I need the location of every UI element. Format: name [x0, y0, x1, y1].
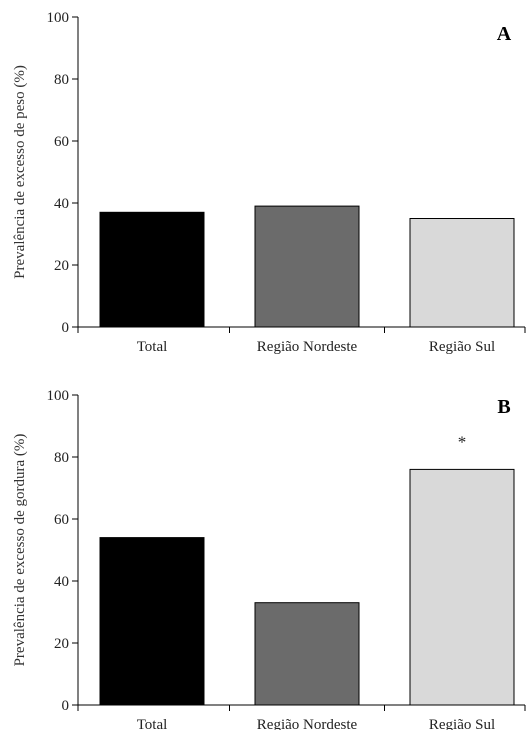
y-tick-label: 60	[54, 134, 69, 150]
y-axis-label: Prevalência de excesso de gordura (%)	[12, 434, 28, 667]
panel-letter: B	[497, 396, 510, 418]
bar-regi-o-nordeste	[254, 602, 360, 706]
bar-total	[99, 537, 205, 706]
chart-panel-a: 0 20 40 60 80 100 Total Região Nordeste Região S…	[12, 10, 526, 355]
y-tick-label: 100	[47, 10, 70, 26]
x-tick-label: Total	[137, 717, 168, 730]
y-tick-label: 80	[54, 72, 69, 88]
x-tick-label: Região Sul	[429, 339, 495, 355]
y-tick-label: 100	[47, 388, 70, 404]
bar-regi-o-nordeste	[254, 205, 360, 328]
bar-regi-o-sul	[409, 468, 515, 706]
chart-panel-b: 0 20 40 60 80 100 Total Região Nordeste Região S…	[12, 388, 526, 730]
bar-total	[99, 211, 205, 328]
y-tick-label: 20	[54, 258, 69, 274]
significance-annotation: *	[458, 432, 467, 451]
y-axis-label: Prevalência de excesso de peso (%)	[12, 65, 28, 279]
x-tick-label: Região Nordeste	[257, 717, 358, 730]
y-tick-label: 20	[54, 636, 69, 652]
y-tick-label: 40	[54, 574, 69, 590]
y-tick-label: 0	[62, 320, 70, 336]
y-tick-label: 80	[54, 450, 69, 466]
bar-regi-o-sul	[409, 218, 515, 328]
x-tick-label: Região Sul	[429, 717, 495, 730]
x-tick-label: Região Nordeste	[257, 339, 358, 355]
panel-letter: A	[497, 23, 512, 45]
y-tick-label: 60	[54, 512, 69, 528]
x-tick-label: Total	[137, 339, 168, 355]
y-tick-label: 40	[54, 196, 69, 212]
y-tick-label: 0	[62, 698, 70, 714]
